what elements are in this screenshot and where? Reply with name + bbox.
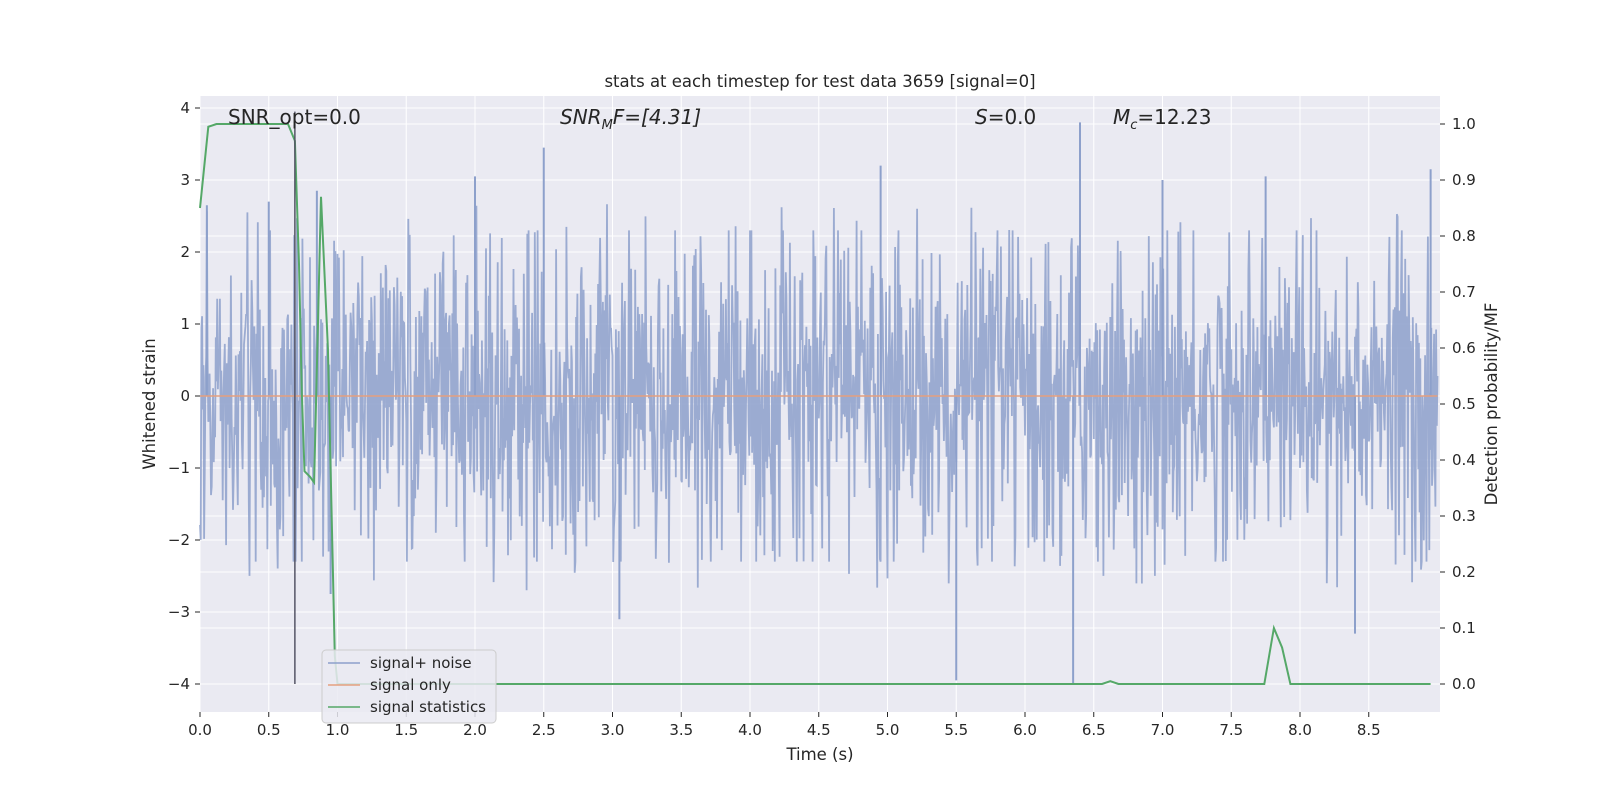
x-tick-label: 0.0 (188, 721, 212, 739)
legend-label-signal-statistics: signal statistics (370, 698, 486, 716)
y2-tick-label: 0.0 (1452, 675, 1476, 693)
y-tick-label: 0 (180, 387, 190, 405)
y-tick-label: 1 (180, 315, 190, 333)
x-tick-label: 5.5 (944, 721, 968, 739)
y2-axis-label: Detection probability/MF (1482, 303, 1501, 506)
y-tick-label: −4 (168, 675, 190, 693)
x-tick-label: 8.5 (1357, 721, 1381, 739)
x-tick-label: 1.5 (394, 721, 418, 739)
x-tick-label: 7.5 (1219, 721, 1243, 739)
x-tick-label: 8.0 (1288, 721, 1312, 739)
x-tick-label: 6.0 (1013, 721, 1037, 739)
x-tick-label: 7.0 (1151, 721, 1175, 739)
x-tick-label: 3.5 (669, 721, 693, 739)
y2-tick-label: 0.1 (1452, 619, 1476, 637)
y-tick-label: −3 (168, 603, 190, 621)
x-tick-label: 3.0 (601, 721, 625, 739)
x-tick-label: 2.0 (463, 721, 487, 739)
x-tick-label: 0.5 (257, 721, 281, 739)
legend: signal+ noise signal only signal statist… (321, 649, 497, 724)
annotation-s: S=0.0 (975, 105, 1036, 129)
y-axis-label: Whitened strain (140, 338, 159, 469)
annotation-snr-mf: SNRMF=[4.31] (560, 105, 701, 133)
y-tick-label: −2 (168, 531, 190, 549)
x-tick-label: 6.5 (1082, 721, 1106, 739)
y2-tick-label: 0.3 (1452, 507, 1476, 525)
legend-label-signal-only: signal only (370, 676, 451, 694)
x-tick-label: 5.0 (876, 721, 900, 739)
y2-tick-label: 0.7 (1452, 283, 1476, 301)
y2-tick-label: 1.0 (1452, 115, 1476, 133)
legend-box (321, 649, 497, 724)
y2-tick-label: 0.5 (1452, 395, 1476, 413)
ticks: 0.0 0.5 1.0 1.5 2.0 2.5 3.0 3.5 4.0 4.5 5.0 5.5 6.0 6… (168, 99, 1476, 739)
y2-tick-label: 0.8 (1452, 227, 1476, 245)
y-tick-label: 4 (180, 99, 190, 117)
annotation-mc: Mc=12.23 (1113, 105, 1211, 133)
chart-title: stats at each timestep for test data 365… (604, 72, 1035, 91)
signal-noise-line (199, 204, 1439, 591)
x-tick-label: 4.0 (738, 721, 762, 739)
y2-tick-label: 0.6 (1452, 339, 1476, 357)
y-tick-label: −1 (168, 459, 190, 477)
x-axis-label: Time (s) (785, 745, 853, 764)
legend-label-signal-noise: signal+ noise (370, 654, 472, 672)
x-tick-label: 2.5 (532, 721, 556, 739)
annotation-snr-opt: SNR_opt=0.0 (228, 105, 361, 129)
x-tick-label: 1.0 (326, 721, 350, 739)
y2-tick-label: 0.2 (1452, 563, 1476, 581)
x-tick-label: 4.5 (807, 721, 831, 739)
y2-tick-label: 0.4 (1452, 451, 1476, 469)
signal-noise-series (199, 122, 1439, 684)
y-tick-label: 2 (180, 243, 190, 261)
y-tick-label: 3 (180, 171, 190, 189)
y2-tick-label: 0.9 (1452, 171, 1476, 189)
